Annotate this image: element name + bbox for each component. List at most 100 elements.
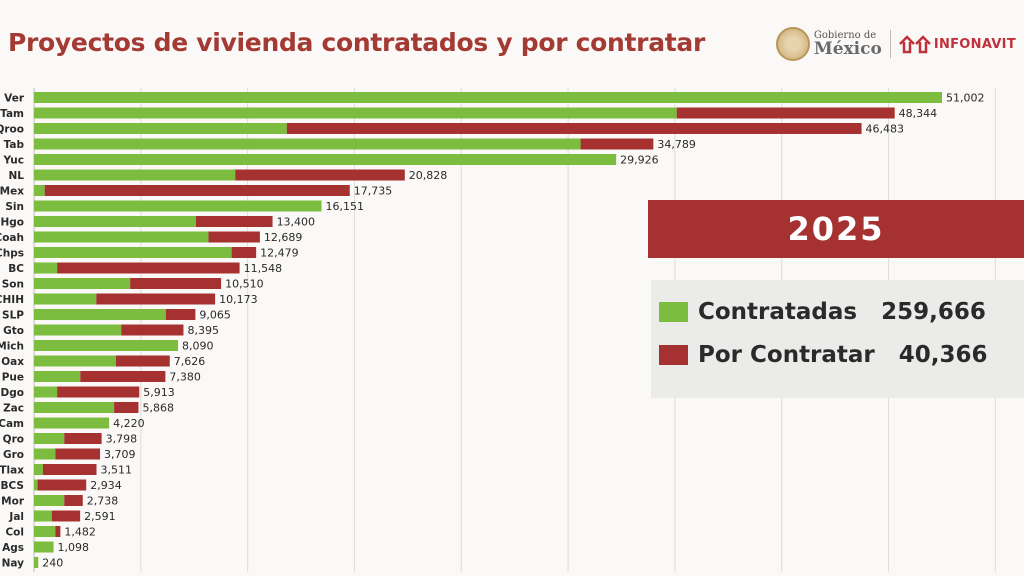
bar-contratadas-sin [34, 200, 322, 212]
category-label-yuc: Yuc [2, 155, 24, 167]
value-label-son: 10,510 [225, 278, 264, 291]
category-label-oax: Oax [1, 356, 24, 368]
value-label-nay: 240 [42, 557, 63, 570]
bar-contratadas-hgo [34, 216, 197, 227]
bar-por-contratar-pue [80, 371, 166, 382]
value-label-tam: 48,344 [899, 107, 938, 120]
gobierno-logo-main-text: México [813, 38, 882, 59]
bar-por-contratar-gto [121, 324, 184, 336]
category-label-chih: CHIH [0, 294, 24, 306]
category-label-ver: Ver [4, 93, 25, 105]
bar-contratadas-cam [34, 417, 110, 429]
category-label-bcs: BCS [1, 480, 24, 492]
bar-por-contratar-col [55, 526, 61, 537]
bar-contratadas-tab [34, 138, 581, 150]
legend-contratadas-label: Contratadas [698, 299, 858, 325]
value-label-col: 1,482 [64, 526, 96, 539]
bar-contratadas-gto [34, 324, 122, 336]
bar-contratadas-mor [34, 495, 65, 506]
bar-contratadas-gro [34, 448, 56, 460]
category-label-jal: Jal [8, 511, 24, 523]
bar-contratadas-pue [34, 371, 81, 382]
infonavit-logo-text: INFONAVIT [933, 36, 1016, 52]
bar-por-contratar-hgo [196, 216, 273, 227]
bar-por-contratar-gro [55, 448, 101, 460]
value-label-cam: 4,220 [113, 417, 145, 430]
bar-por-contratar-tam [676, 107, 895, 119]
category-label-sin: Sin [5, 201, 24, 213]
value-label-oax: 7,626 [174, 355, 206, 368]
bar-contratadas-ags [34, 541, 54, 553]
category-label-qroo: Qroo [0, 124, 24, 136]
gobierno-mexico-logo: Gobierno de México [813, 30, 882, 59]
bar-contratadas-bcs [34, 479, 38, 491]
header-logos: Gobierno de México INFONAVIT [775, 24, 1016, 64]
bar-contratadas-dgo [34, 386, 58, 398]
year-banner: 2025 [648, 200, 1024, 258]
category-label-col: Col [5, 527, 24, 539]
category-label-cam: Cam [0, 418, 24, 430]
bar-contratadas-tam [34, 107, 677, 119]
category-label-mor: Mor [1, 496, 25, 508]
category-label-gro: Gro [3, 449, 24, 461]
value-label-gro: 3,709 [104, 448, 136, 461]
category-label-nl: NL [9, 170, 25, 182]
bar-contratadas-jal [34, 510, 52, 522]
bar-por-contratar-zac [114, 402, 139, 413]
value-label-qro: 3,798 [106, 433, 137, 446]
bar-contratadas-mex [34, 185, 45, 196]
bar-por-contratar-tab [580, 138, 654, 150]
value-label-qroo: 46,483 [866, 123, 905, 136]
legend-swatch-por-contratar [659, 345, 688, 365]
bar-por-contratar-nl [235, 169, 405, 181]
bar-contratadas-son [34, 278, 131, 289]
bar-por-contratar-slp [165, 309, 196, 320]
value-label-gto: 8,395 [187, 324, 219, 337]
category-label-son: Son [2, 279, 24, 291]
bar-contratadas-bc [34, 262, 58, 274]
legend-swatch-contratadas [659, 302, 688, 322]
value-label-bcs: 2,934 [90, 479, 122, 492]
category-label-mex: Mex [0, 186, 24, 198]
bar-contratadas-tlax [34, 464, 43, 475]
value-label-nl: 20,828 [409, 169, 448, 182]
value-label-mex: 17,735 [354, 185, 393, 198]
bar-contratadas-nay [34, 557, 39, 568]
bar-contratadas-oax [34, 355, 116, 367]
chart-title: Proyectos de vivienda contratados y por … [8, 28, 706, 57]
category-label-chps: Chps [0, 248, 24, 260]
value-label-chps: 12,479 [260, 247, 299, 260]
value-label-pue: 7,380 [169, 371, 201, 384]
bar-por-contratar-oax [115, 355, 170, 367]
value-label-ver: 51,002 [946, 92, 985, 105]
value-label-yuc: 29,926 [620, 154, 659, 167]
bar-contratadas-qro [34, 433, 65, 444]
value-label-zac: 5,868 [142, 402, 174, 415]
bar-contratadas-nl [34, 169, 236, 181]
bar-por-contratar-bcs [37, 479, 87, 491]
bar-contratadas-mich [34, 340, 179, 351]
category-label-zac: Zac [3, 403, 24, 415]
category-label-ags: Ags [2, 542, 24, 554]
bar-contratadas-chps [34, 247, 232, 258]
value-label-tlax: 3,511 [101, 464, 132, 477]
bar-contratadas-chih [34, 293, 97, 305]
logo-divider [889, 30, 891, 58]
bar-contratadas-qroo [34, 123, 287, 134]
category-label-pue: Pue [2, 372, 24, 384]
bar-contratadas-coah [34, 231, 209, 243]
bar-contratadas-slp [34, 309, 166, 320]
legend-por-contratar-total: 40,366 [898, 342, 988, 368]
category-label-tlax: Tlax [0, 465, 24, 477]
bar-por-contratar-dgo [57, 386, 140, 398]
chart-bars [34, 92, 942, 568]
value-label-bc: 11,548 [244, 262, 282, 275]
value-label-mich: 8,090 [182, 340, 214, 353]
category-label-mich: Mich [0, 341, 24, 353]
value-label-mor: 2,738 [87, 495, 119, 508]
category-label-gto: Gto [3, 325, 24, 337]
legend-contratadas: Contratadas 259,666 [659, 297, 986, 327]
bar-por-contratar-coah [208, 231, 260, 243]
value-label-slp: 9,065 [199, 309, 231, 322]
bar-por-contratar-qroo [286, 123, 862, 134]
